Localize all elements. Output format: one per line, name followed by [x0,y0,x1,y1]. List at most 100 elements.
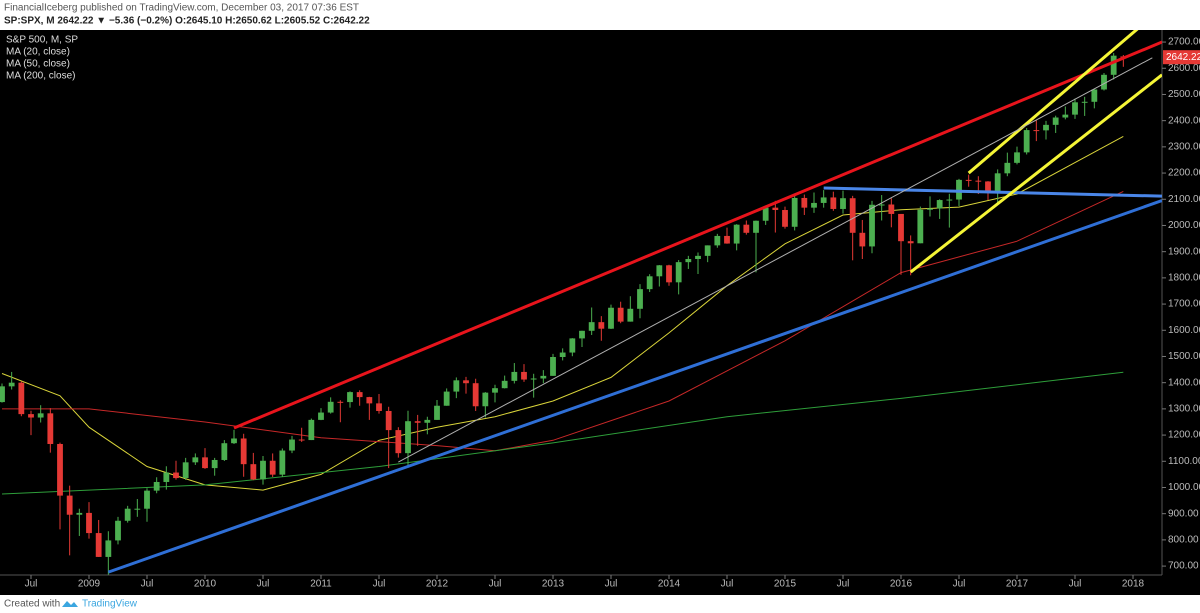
candle-body [95,533,102,557]
candle-body [182,462,189,479]
candle-body [1062,114,1069,118]
x-tick-label: Jul [141,579,154,590]
x-tick-label: 2016 [890,579,913,590]
candle-body [1110,55,1117,75]
candle-body [898,213,904,242]
candle-body [395,430,402,454]
candle-body [801,197,808,208]
y-tick-label: 1400.00 [1168,377,1200,388]
candle-body [878,204,885,206]
candle-body [1052,117,1059,125]
candle-body [869,204,875,247]
candle-body [134,508,141,510]
candle-body [772,207,779,211]
price-label: 2642.22 [1166,52,1200,63]
x-tick-label: 2013 [542,579,565,590]
candle-body [308,419,315,441]
candle-body [211,459,218,469]
trendline [107,199,1162,574]
candle-body [260,460,266,480]
candle-body [1072,102,1078,115]
candle-body [501,380,508,389]
y-tick-label: 1600.00 [1168,325,1200,336]
candle-body [327,401,334,413]
logo-icon [62,601,78,607]
candle-body [743,224,750,233]
moving-average [2,190,1124,452]
candle-body [733,224,740,244]
trendline [398,57,1153,463]
y-tick-label: 800.00 [1168,535,1199,546]
candle-body [685,259,692,263]
plot-area [0,30,1162,575]
candle-body [202,457,208,469]
candle-body [907,241,914,244]
header-bar [0,0,1200,30]
candle-body [492,388,498,393]
candle-body [820,197,827,203]
candle-body [434,405,440,420]
candle-body [1014,152,1020,163]
trendline [909,73,1162,274]
candle-body [279,450,286,475]
candle-body [859,232,866,247]
candle-body [656,265,663,277]
candle-body [269,460,276,475]
candle-body [76,512,83,515]
candle-body [849,198,856,233]
candle-body [405,421,411,454]
candle-body [1023,130,1030,153]
footer-bar [0,595,1200,613]
candle-body [28,414,34,418]
x-tick-label: 2011 [310,579,332,590]
candle-body [443,391,450,406]
trendline [233,40,1162,430]
x-tick-label: Jul [605,579,618,590]
x-tick-label: 2012 [426,579,449,590]
x-tick-label: Jul [1069,579,1082,590]
candle-body [66,495,73,515]
candle-body [115,520,121,541]
y-tick-label: 1700.00 [1168,299,1200,310]
legend-title: S&P 500, M, SP [6,35,78,46]
candle-body [347,392,353,403]
candle-body [917,209,924,244]
candle-body [811,202,817,208]
moving-average [1,371,1124,495]
y-tick-label: 1500.00 [1168,351,1200,362]
candle-body [472,383,479,407]
y-tick-label: 2600.00 [1168,63,1200,74]
candle-body [511,371,518,381]
candle-body [356,392,363,398]
candle-body [289,439,295,451]
candle-body [927,208,933,210]
candle-body [376,403,382,411]
candle-body [666,265,672,283]
candle-body [1033,130,1040,132]
candle-body [86,512,92,534]
candle-body [1004,162,1011,174]
candle-body [946,199,953,201]
candle-body [385,410,392,431]
candle-body [221,443,228,460]
y-tick-label: 1800.00 [1168,273,1200,284]
candle-body [753,220,759,233]
candle-body [192,457,199,463]
x-tick-label: 2010 [194,579,217,590]
y-tick-label: 1000.00 [1168,482,1200,493]
candle-body [337,401,344,403]
candle-body [0,386,5,403]
candle-body [1043,124,1049,131]
candle-body [173,472,179,479]
candle-body [675,262,682,283]
legend-entry: MA (200, close) [6,71,75,82]
candle-body [704,245,711,256]
trendline [967,30,1139,175]
candle-body [124,508,131,521]
publisher: FinancialIceberg published on TradingVie… [4,3,359,14]
x-tick-label: Jul [953,579,966,590]
candle-body [482,392,489,407]
x-tick-label: Jul [489,579,502,590]
candle-body [240,438,247,465]
